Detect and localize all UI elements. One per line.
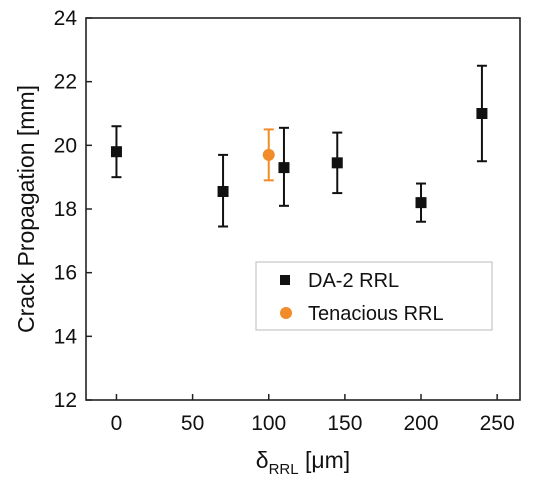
circle-marker xyxy=(262,148,275,161)
square-marker xyxy=(110,146,122,158)
plot-frame xyxy=(85,17,521,401)
data-series xyxy=(110,64,488,228)
data-point xyxy=(217,153,229,228)
legend-marker-tenacious xyxy=(280,307,292,319)
data-point xyxy=(476,64,488,163)
square-marker xyxy=(217,185,229,197)
y-axis: 12 14 16 18 20 22 24 xyxy=(54,7,92,412)
x-axis: 0 50 100 150 200 250 xyxy=(111,394,515,435)
x-axis-title-subscript: RRL xyxy=(269,461,299,478)
y-tick-label: 20 xyxy=(54,134,77,157)
y-tick-label: 14 xyxy=(54,325,78,348)
data-point xyxy=(110,125,122,179)
y-tick-label: 24 xyxy=(54,7,78,30)
legend-marker-da2 xyxy=(280,275,290,285)
x-tick-label: 200 xyxy=(403,412,438,435)
y-tick-label: 16 xyxy=(54,262,77,285)
data-point xyxy=(415,182,427,223)
data-point xyxy=(262,128,275,182)
square-marker xyxy=(415,197,427,209)
square-marker xyxy=(278,162,290,174)
y-tick-label: 18 xyxy=(54,198,77,221)
data-point xyxy=(278,126,290,207)
x-tick-label: 0 xyxy=(111,412,123,435)
y-tick-label: 22 xyxy=(54,71,77,94)
x-axis-title-symbol: δ xyxy=(256,447,269,473)
legend-label-da2: DA-2 RRL xyxy=(308,270,399,292)
x-tick-label: 100 xyxy=(251,412,286,435)
x-tick-label: 250 xyxy=(480,412,515,435)
y-axis-title: Crack Propagation [mm] xyxy=(13,85,39,333)
data-point xyxy=(331,131,343,195)
x-axis-title: δRRL [μm] xyxy=(256,447,350,478)
square-marker xyxy=(476,108,488,119)
legend: DA-2 RRL Tenacious RRL xyxy=(255,261,493,331)
x-tick-label: 150 xyxy=(327,412,362,435)
x-axis-title-unit: [μm] xyxy=(299,447,351,473)
x-tick-label: 50 xyxy=(181,412,204,435)
square-marker xyxy=(331,157,343,169)
y-tick-label: 12 xyxy=(54,389,77,412)
legend-label-tenacious: Tenacious RRL xyxy=(308,303,444,325)
legend-box xyxy=(255,261,493,331)
